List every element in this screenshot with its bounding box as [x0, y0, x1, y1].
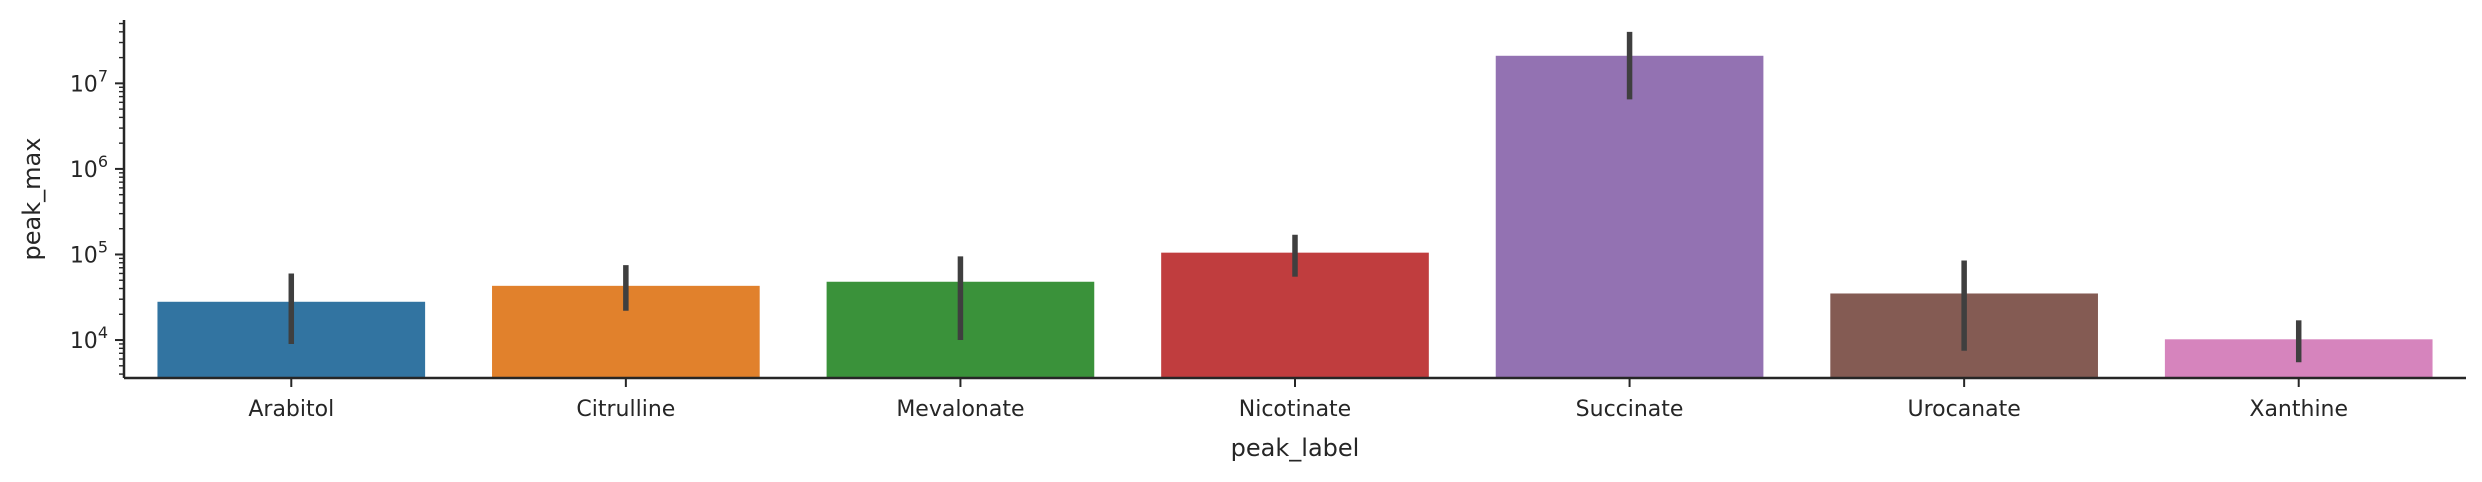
x-tick-label: Mevalonate [896, 397, 1024, 422]
x-tick-label: Citrulline [576, 397, 675, 422]
bars-layer [157, 55, 2433, 379]
y-tick-label: 107 [70, 66, 108, 97]
y-tick-label: 106 [70, 152, 108, 183]
x-tick-label: Arabitol [248, 397, 334, 422]
x-axis-label: peak_label [1231, 434, 1360, 462]
error-bars-layer [288, 31, 2302, 363]
bar-succinate [1495, 55, 1764, 379]
x-tick-label: Succinate [1576, 397, 1684, 422]
x-ticks: Arabitol Citrulline Mevalonate Nicotinate Su… [248, 378, 2348, 422]
y-ticks: 104 105 106 107 [70, 22, 124, 375]
x-tick-label: Nicotinate [1239, 397, 1351, 422]
x-tick-label: Urocanate [1907, 397, 2020, 422]
y-tick-label: 104 [70, 323, 108, 354]
y-axis-label: peak_max [18, 138, 46, 261]
x-tick-label: Xanthine [2249, 397, 2348, 422]
y-tick-label: 105 [70, 237, 108, 268]
